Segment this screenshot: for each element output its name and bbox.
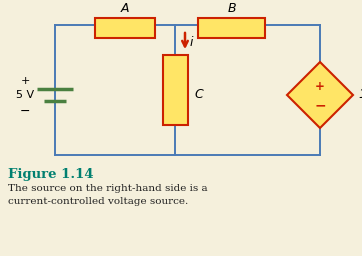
Text: −: − bbox=[314, 98, 326, 112]
Bar bbox=[198, 18, 265, 38]
Text: B: B bbox=[227, 2, 236, 15]
Text: +: + bbox=[315, 80, 325, 92]
Text: i: i bbox=[190, 36, 194, 48]
Text: −: − bbox=[20, 104, 30, 118]
Text: 5 V: 5 V bbox=[16, 90, 34, 100]
Text: Figure 1.14: Figure 1.14 bbox=[8, 168, 94, 181]
Polygon shape bbox=[287, 62, 353, 128]
Text: C: C bbox=[194, 89, 203, 101]
Text: +: + bbox=[20, 76, 30, 86]
Text: The source on the right-hand side is a: The source on the right-hand side is a bbox=[8, 184, 208, 193]
Text: current-controlled voltage source.: current-controlled voltage source. bbox=[8, 197, 188, 206]
Text: 10i: 10i bbox=[358, 89, 362, 101]
Bar bbox=[163, 55, 188, 125]
Bar bbox=[95, 18, 155, 38]
Text: A: A bbox=[121, 2, 129, 15]
